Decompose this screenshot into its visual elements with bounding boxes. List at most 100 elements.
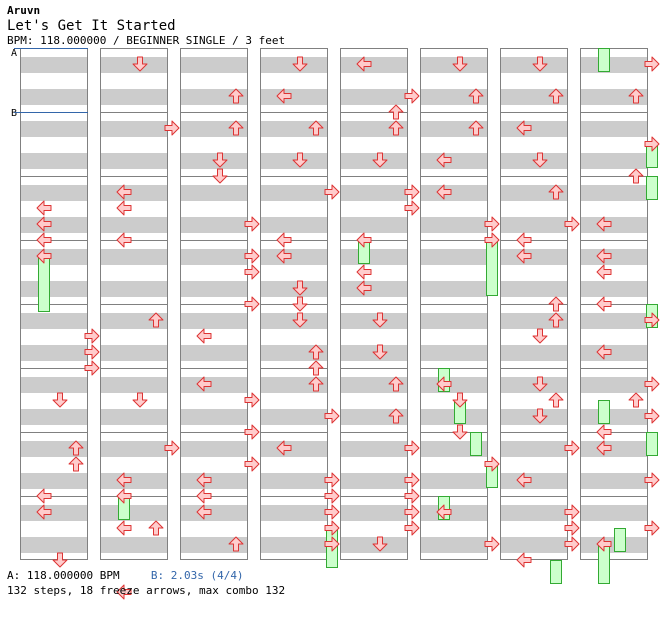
song-title: Let's Get It Started	[7, 18, 176, 34]
down-arrow	[372, 312, 388, 328]
right-arrow	[84, 344, 100, 360]
measure-line	[501, 432, 567, 433]
right-arrow	[324, 184, 340, 200]
up-arrow	[388, 120, 404, 136]
right-arrow	[644, 376, 660, 392]
freeze-arrow-body	[646, 176, 658, 200]
measure-line	[581, 368, 647, 369]
measure-line	[341, 176, 407, 177]
left-arrow	[36, 488, 52, 504]
measure-line	[501, 304, 567, 305]
measure-line	[581, 432, 647, 433]
left-arrow	[596, 216, 612, 232]
measure-line	[341, 496, 407, 497]
measure-line	[101, 240, 167, 241]
up-arrow	[548, 296, 564, 312]
chart-column	[20, 48, 88, 560]
measure-line	[581, 112, 647, 113]
up-arrow	[468, 120, 484, 136]
bpm-legend: A: 118.000000 BPM	[7, 569, 120, 582]
stop-legend: B: 2.03s (4/4)	[150, 569, 244, 582]
right-arrow	[324, 536, 340, 552]
down-arrow	[132, 56, 148, 72]
right-arrow	[484, 536, 500, 552]
right-arrow	[164, 440, 180, 456]
left-arrow	[196, 488, 212, 504]
measure-line	[421, 304, 487, 305]
down-arrow	[292, 280, 308, 296]
freeze-arrow-body	[646, 432, 658, 456]
right-arrow	[164, 120, 180, 136]
measure-line	[181, 496, 247, 497]
right-arrow	[404, 472, 420, 488]
left-arrow	[36, 200, 52, 216]
measure-line	[101, 368, 167, 369]
right-arrow	[644, 520, 660, 536]
measure-line	[21, 432, 87, 433]
measure-line	[181, 368, 247, 369]
right-arrow	[84, 328, 100, 344]
left-arrow	[356, 280, 372, 296]
down-arrow	[372, 152, 388, 168]
left-arrow	[436, 184, 452, 200]
left-arrow	[356, 232, 372, 248]
left-arrow	[356, 56, 372, 72]
right-arrow	[404, 440, 420, 456]
measure-line	[581, 304, 647, 305]
measure-line	[181, 304, 247, 305]
right-arrow	[644, 408, 660, 424]
measure-line	[261, 432, 327, 433]
left-arrow	[436, 376, 452, 392]
left-arrow	[356, 264, 372, 280]
right-arrow	[564, 216, 580, 232]
down-arrow	[292, 56, 308, 72]
freeze-arrow-body	[470, 432, 482, 456]
measure-line	[341, 432, 407, 433]
freeze-arrow-body	[614, 528, 626, 552]
measure-line	[501, 368, 567, 369]
right-arrow	[404, 88, 420, 104]
freeze-arrow-body	[38, 256, 50, 312]
freeze-arrow-body	[598, 400, 610, 424]
measure-line	[581, 176, 647, 177]
down-arrow	[452, 424, 468, 440]
up-arrow	[228, 120, 244, 136]
right-arrow	[404, 488, 420, 504]
measure-line	[421, 496, 487, 497]
measure-line	[21, 240, 87, 241]
left-arrow	[36, 504, 52, 520]
right-arrow	[324, 472, 340, 488]
down-arrow	[532, 56, 548, 72]
left-arrow	[196, 328, 212, 344]
right-arrow	[564, 504, 580, 520]
measure-line	[261, 368, 327, 369]
up-arrow	[628, 168, 644, 184]
left-arrow	[196, 472, 212, 488]
measure-line	[181, 112, 247, 113]
right-arrow	[644, 56, 660, 72]
chart-column	[100, 48, 168, 560]
up-arrow	[148, 520, 164, 536]
left-arrow	[596, 440, 612, 456]
left-arrow	[516, 552, 532, 568]
right-arrow	[644, 312, 660, 328]
left-arrow	[596, 248, 612, 264]
measure-line	[341, 368, 407, 369]
measure-line	[101, 112, 167, 113]
measure-line	[341, 304, 407, 305]
left-arrow	[116, 472, 132, 488]
left-arrow	[196, 504, 212, 520]
left-arrow	[116, 520, 132, 536]
left-arrow	[516, 472, 532, 488]
right-arrow	[564, 440, 580, 456]
down-arrow	[532, 376, 548, 392]
bpm-marker-b: B	[11, 108, 18, 119]
down-arrow	[212, 152, 228, 168]
left-arrow	[596, 344, 612, 360]
right-arrow	[244, 296, 260, 312]
up-arrow	[308, 360, 324, 376]
measure-line	[421, 240, 487, 241]
chart-meta: BPM: 118.000000 / BEGINNER SINGLE / 3 fe…	[7, 34, 286, 47]
right-arrow	[244, 264, 260, 280]
up-arrow	[148, 312, 164, 328]
